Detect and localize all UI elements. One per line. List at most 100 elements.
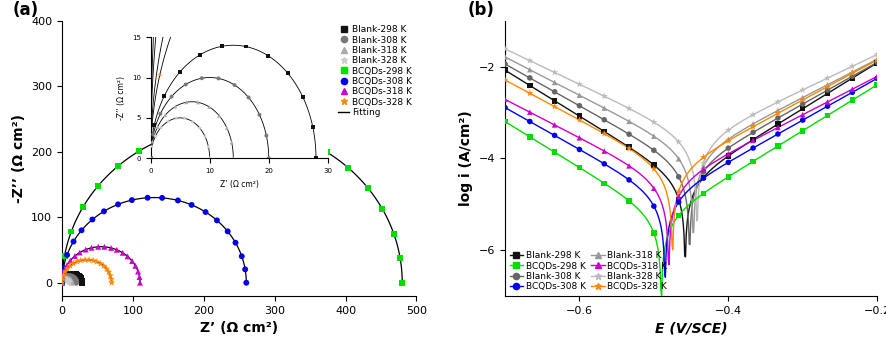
Point <box>771 110 785 116</box>
Point <box>622 177 636 183</box>
Point <box>60 252 74 258</box>
Point <box>746 121 760 127</box>
Point <box>498 46 512 52</box>
Point <box>696 191 711 196</box>
Point <box>572 147 587 152</box>
Point <box>597 117 611 122</box>
Point <box>845 75 859 81</box>
Y-axis label: -Z’’ (Ω cm²): -Z’’ (Ω cm²) <box>12 114 26 203</box>
Point <box>647 203 661 209</box>
Point <box>84 245 98 250</box>
Point <box>597 181 611 186</box>
Y-axis label: log i (A/cm²): log i (A/cm²) <box>459 110 473 206</box>
Point <box>721 160 735 165</box>
Point <box>845 97 859 103</box>
Point <box>796 101 810 107</box>
Point <box>55 279 69 284</box>
Point <box>55 280 69 286</box>
Point <box>184 202 198 208</box>
Point <box>59 276 74 281</box>
Point <box>622 106 636 111</box>
Point <box>70 272 84 278</box>
Point <box>672 139 686 145</box>
Point <box>55 278 69 284</box>
Point <box>89 259 104 265</box>
Point <box>721 137 735 142</box>
Point <box>62 280 76 286</box>
Point <box>393 255 408 261</box>
Point <box>99 266 113 272</box>
Point <box>696 175 711 180</box>
Point <box>57 277 71 283</box>
X-axis label: Z’ (Ω cm²): Z’ (Ω cm²) <box>200 321 278 335</box>
Point <box>672 174 686 180</box>
Point <box>55 280 69 286</box>
Point <box>696 154 711 160</box>
Point <box>341 165 355 170</box>
Point <box>58 276 73 281</box>
Point <box>56 274 70 279</box>
Point <box>771 131 785 137</box>
Point <box>97 263 111 269</box>
Point <box>647 133 661 139</box>
Point <box>647 230 661 236</box>
Point <box>523 90 537 96</box>
Point <box>721 153 735 159</box>
Point <box>60 277 74 282</box>
Point <box>221 229 235 234</box>
Point <box>820 104 835 109</box>
Point <box>57 277 71 282</box>
Point <box>696 161 711 166</box>
Point <box>198 209 213 215</box>
Point <box>65 279 79 285</box>
Point <box>597 129 611 134</box>
Point <box>746 145 760 151</box>
Point <box>721 138 735 143</box>
Point <box>229 240 243 246</box>
Point <box>133 280 147 286</box>
Point <box>548 89 562 95</box>
Point <box>870 74 884 79</box>
Legend: Blank-298 K, Blank-308 K, Blank-318 K, Blank-328 K, BCQDs-298 K, BCQDs-308 K, BC: Blank-298 K, Blank-308 K, Blank-318 K, B… <box>338 25 412 117</box>
Point <box>548 133 562 138</box>
Point <box>572 165 587 170</box>
Point <box>572 93 587 98</box>
Point <box>57 265 71 271</box>
Point <box>746 130 760 135</box>
Point <box>61 271 75 277</box>
Point <box>91 183 105 189</box>
Point <box>771 108 785 113</box>
Point <box>796 117 810 123</box>
Point <box>647 162 661 168</box>
Point <box>498 61 512 67</box>
Point <box>771 125 785 130</box>
Point <box>796 106 810 111</box>
Point <box>820 99 835 105</box>
Point <box>59 262 74 268</box>
Point <box>672 189 686 194</box>
Point <box>59 272 74 278</box>
Point <box>76 204 90 209</box>
Point <box>58 277 72 282</box>
Point <box>240 123 254 129</box>
Point <box>771 121 785 127</box>
Point <box>622 131 636 137</box>
Point <box>771 115 785 121</box>
Point <box>62 279 76 284</box>
Point <box>361 185 375 191</box>
Point <box>61 278 75 283</box>
Point <box>58 277 73 282</box>
Point <box>721 127 735 133</box>
Point <box>69 278 83 283</box>
Point <box>62 271 76 277</box>
Point <box>55 279 69 284</box>
Point <box>672 194 686 200</box>
Point <box>56 277 70 283</box>
Point <box>647 185 661 191</box>
Point <box>870 82 884 88</box>
Point <box>721 174 735 180</box>
Point <box>696 169 711 174</box>
Point <box>128 263 143 269</box>
X-axis label: E (V/SCE): E (V/SCE) <box>655 321 727 335</box>
Point <box>572 82 587 87</box>
